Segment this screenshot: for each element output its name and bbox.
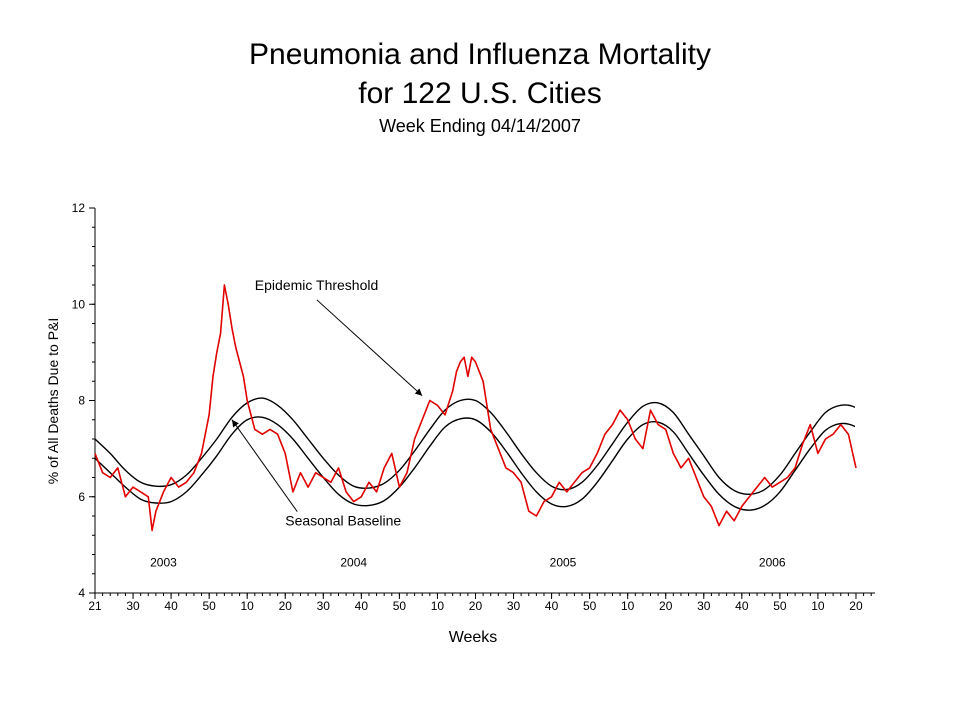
x-tick-label: 21: [88, 599, 102, 613]
x-tick-label: 30: [126, 599, 140, 613]
y-tick-label: 4: [78, 586, 85, 600]
chart-title: Pneumonia and Influenza Mortality: [249, 38, 711, 71]
year-label: 2005: [550, 556, 577, 570]
x-tick-label: 30: [697, 599, 711, 613]
x-tick-label: 40: [164, 599, 178, 613]
x-tick-label: 40: [735, 599, 749, 613]
x-tick-label: 10: [621, 599, 635, 613]
x-tick-label: 20: [849, 599, 863, 613]
year-label: 2003: [150, 556, 177, 570]
annotation-arrow: [316, 299, 423, 397]
year-label: 2006: [759, 556, 786, 570]
annotation-label: Seasonal Baseline: [285, 513, 401, 529]
series-layer: [94, 284, 857, 532]
x-tick-label: 10: [241, 599, 255, 613]
x-tick-label: 40: [545, 599, 559, 613]
x-tick-label: 20: [659, 599, 673, 613]
axes-layer: [89, 207, 875, 599]
x-axis-label: Weeks: [449, 629, 498, 646]
x-tick-label: 50: [202, 599, 216, 613]
series-line-seasonal-baseline: [95, 416, 855, 511]
x-tick-label: 50: [583, 599, 597, 613]
y-tick-label: 6: [78, 490, 85, 504]
labels-layer: 4 6 8 10 12 21 30 40 50 10 20 30 40 50 10 20 30 40 50 10 20 3…: [72, 201, 863, 613]
x-tick-label: 20: [469, 599, 483, 613]
y-axis-label: % of All Deaths Due to P&I: [45, 318, 61, 485]
annotation-label: Epidemic Threshold: [255, 277, 378, 293]
x-tick-label: 10: [431, 599, 445, 613]
x-tick-label: 30: [507, 599, 521, 613]
x-tick-label: 50: [393, 599, 407, 613]
x-tick-label: 30: [317, 599, 331, 613]
series-line-epidemic-threshold: [95, 397, 855, 496]
series-line-p-i-mortality: [94, 284, 857, 532]
x-tick-label: 10: [811, 599, 825, 613]
year-label: 2004: [340, 556, 367, 570]
annotation-arrow: [231, 419, 298, 512]
chart-subtitle: Week Ending 04/14/2007: [379, 116, 581, 136]
y-tick-label: 10: [72, 297, 86, 311]
x-tick-label: 40: [355, 599, 369, 613]
x-tick-label: 20: [279, 599, 293, 613]
x-tick-label: 50: [773, 599, 787, 613]
y-tick-label: 12: [72, 201, 86, 215]
chart-title-line2: for 122 U.S. Cities: [358, 77, 602, 110]
y-tick-label: 8: [78, 394, 85, 408]
